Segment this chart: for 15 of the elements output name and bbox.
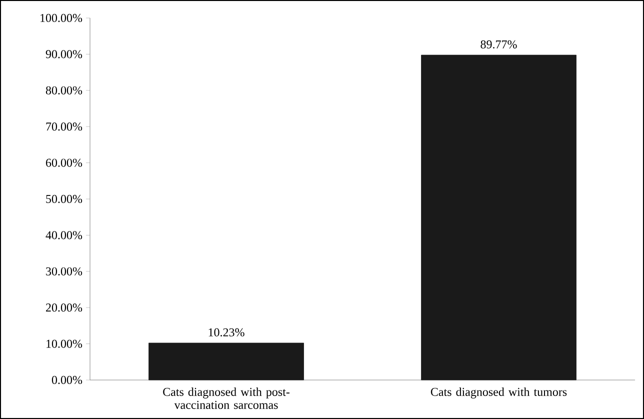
y-tick-label: 30.00% bbox=[46, 267, 82, 276]
y-tick-label: 80.00% bbox=[46, 86, 82, 94]
y-tick-label: 70.00% bbox=[46, 122, 82, 131]
x-tick-label: Cats diagnosed with tumors bbox=[430, 388, 567, 398]
y-tick-label: 10.00% bbox=[46, 340, 82, 348]
data-label: 10.23% bbox=[208, 328, 244, 336]
y-tick-label: 100.00% bbox=[40, 14, 82, 22]
y-tick-label: 90.00% bbox=[46, 50, 82, 58]
y-tick-label: 0.00% bbox=[52, 376, 82, 384]
y-tick-label: 50.00% bbox=[46, 194, 82, 204]
y-tick-label: 60.00% bbox=[46, 158, 82, 167]
x-tick-label: Cats diagnosed with post-vaccination sarcomas bbox=[163, 388, 290, 409]
data-label: 89.77% bbox=[480, 40, 517, 49]
y-tick-label: 40.00% bbox=[46, 231, 82, 240]
y-tick-label: 20.00% bbox=[46, 304, 82, 312]
